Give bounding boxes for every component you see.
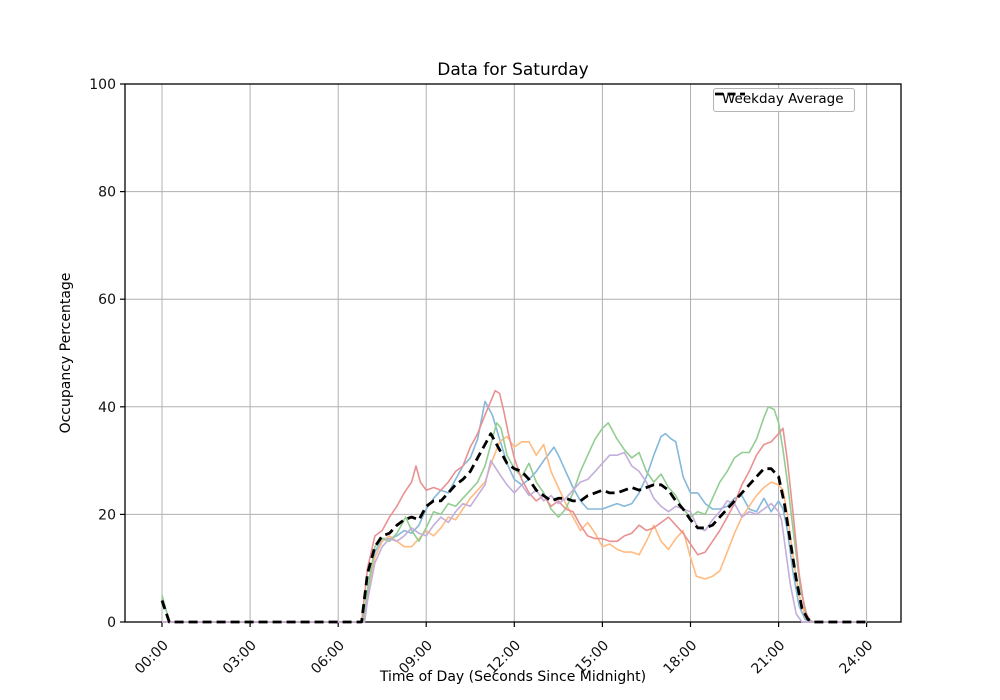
series-line-day-trace-1 (162, 400, 867, 623)
y-tick-label: 80 (98, 185, 116, 201)
series-line-day-trace-4 (162, 389, 867, 623)
y-tick-label: 20 (98, 507, 116, 523)
plot-border (124, 83, 902, 623)
y-axis-label: Occupancy Percentage (58, 272, 74, 434)
y-tick-label: 0 (107, 615, 116, 631)
chart-title: Data for Saturday (437, 60, 589, 80)
series-line-weekday-average (160, 432, 867, 624)
series-line-day-trace-3 (161, 405, 867, 623)
y-tick-label: 100 (89, 77, 116, 93)
series-line-day-trace-2 (162, 435, 867, 623)
y-tick-label: 60 (98, 292, 116, 308)
y-tick-label: 40 (98, 400, 116, 416)
legend-line-sample (715, 92, 745, 96)
x-axis-label: Time of Day (Seconds Since Midnight) (379, 669, 647, 685)
legend: Weekday Average (713, 88, 855, 112)
series-line-day-trace-5 (162, 451, 867, 623)
legend-label: Weekday Average (722, 91, 844, 107)
